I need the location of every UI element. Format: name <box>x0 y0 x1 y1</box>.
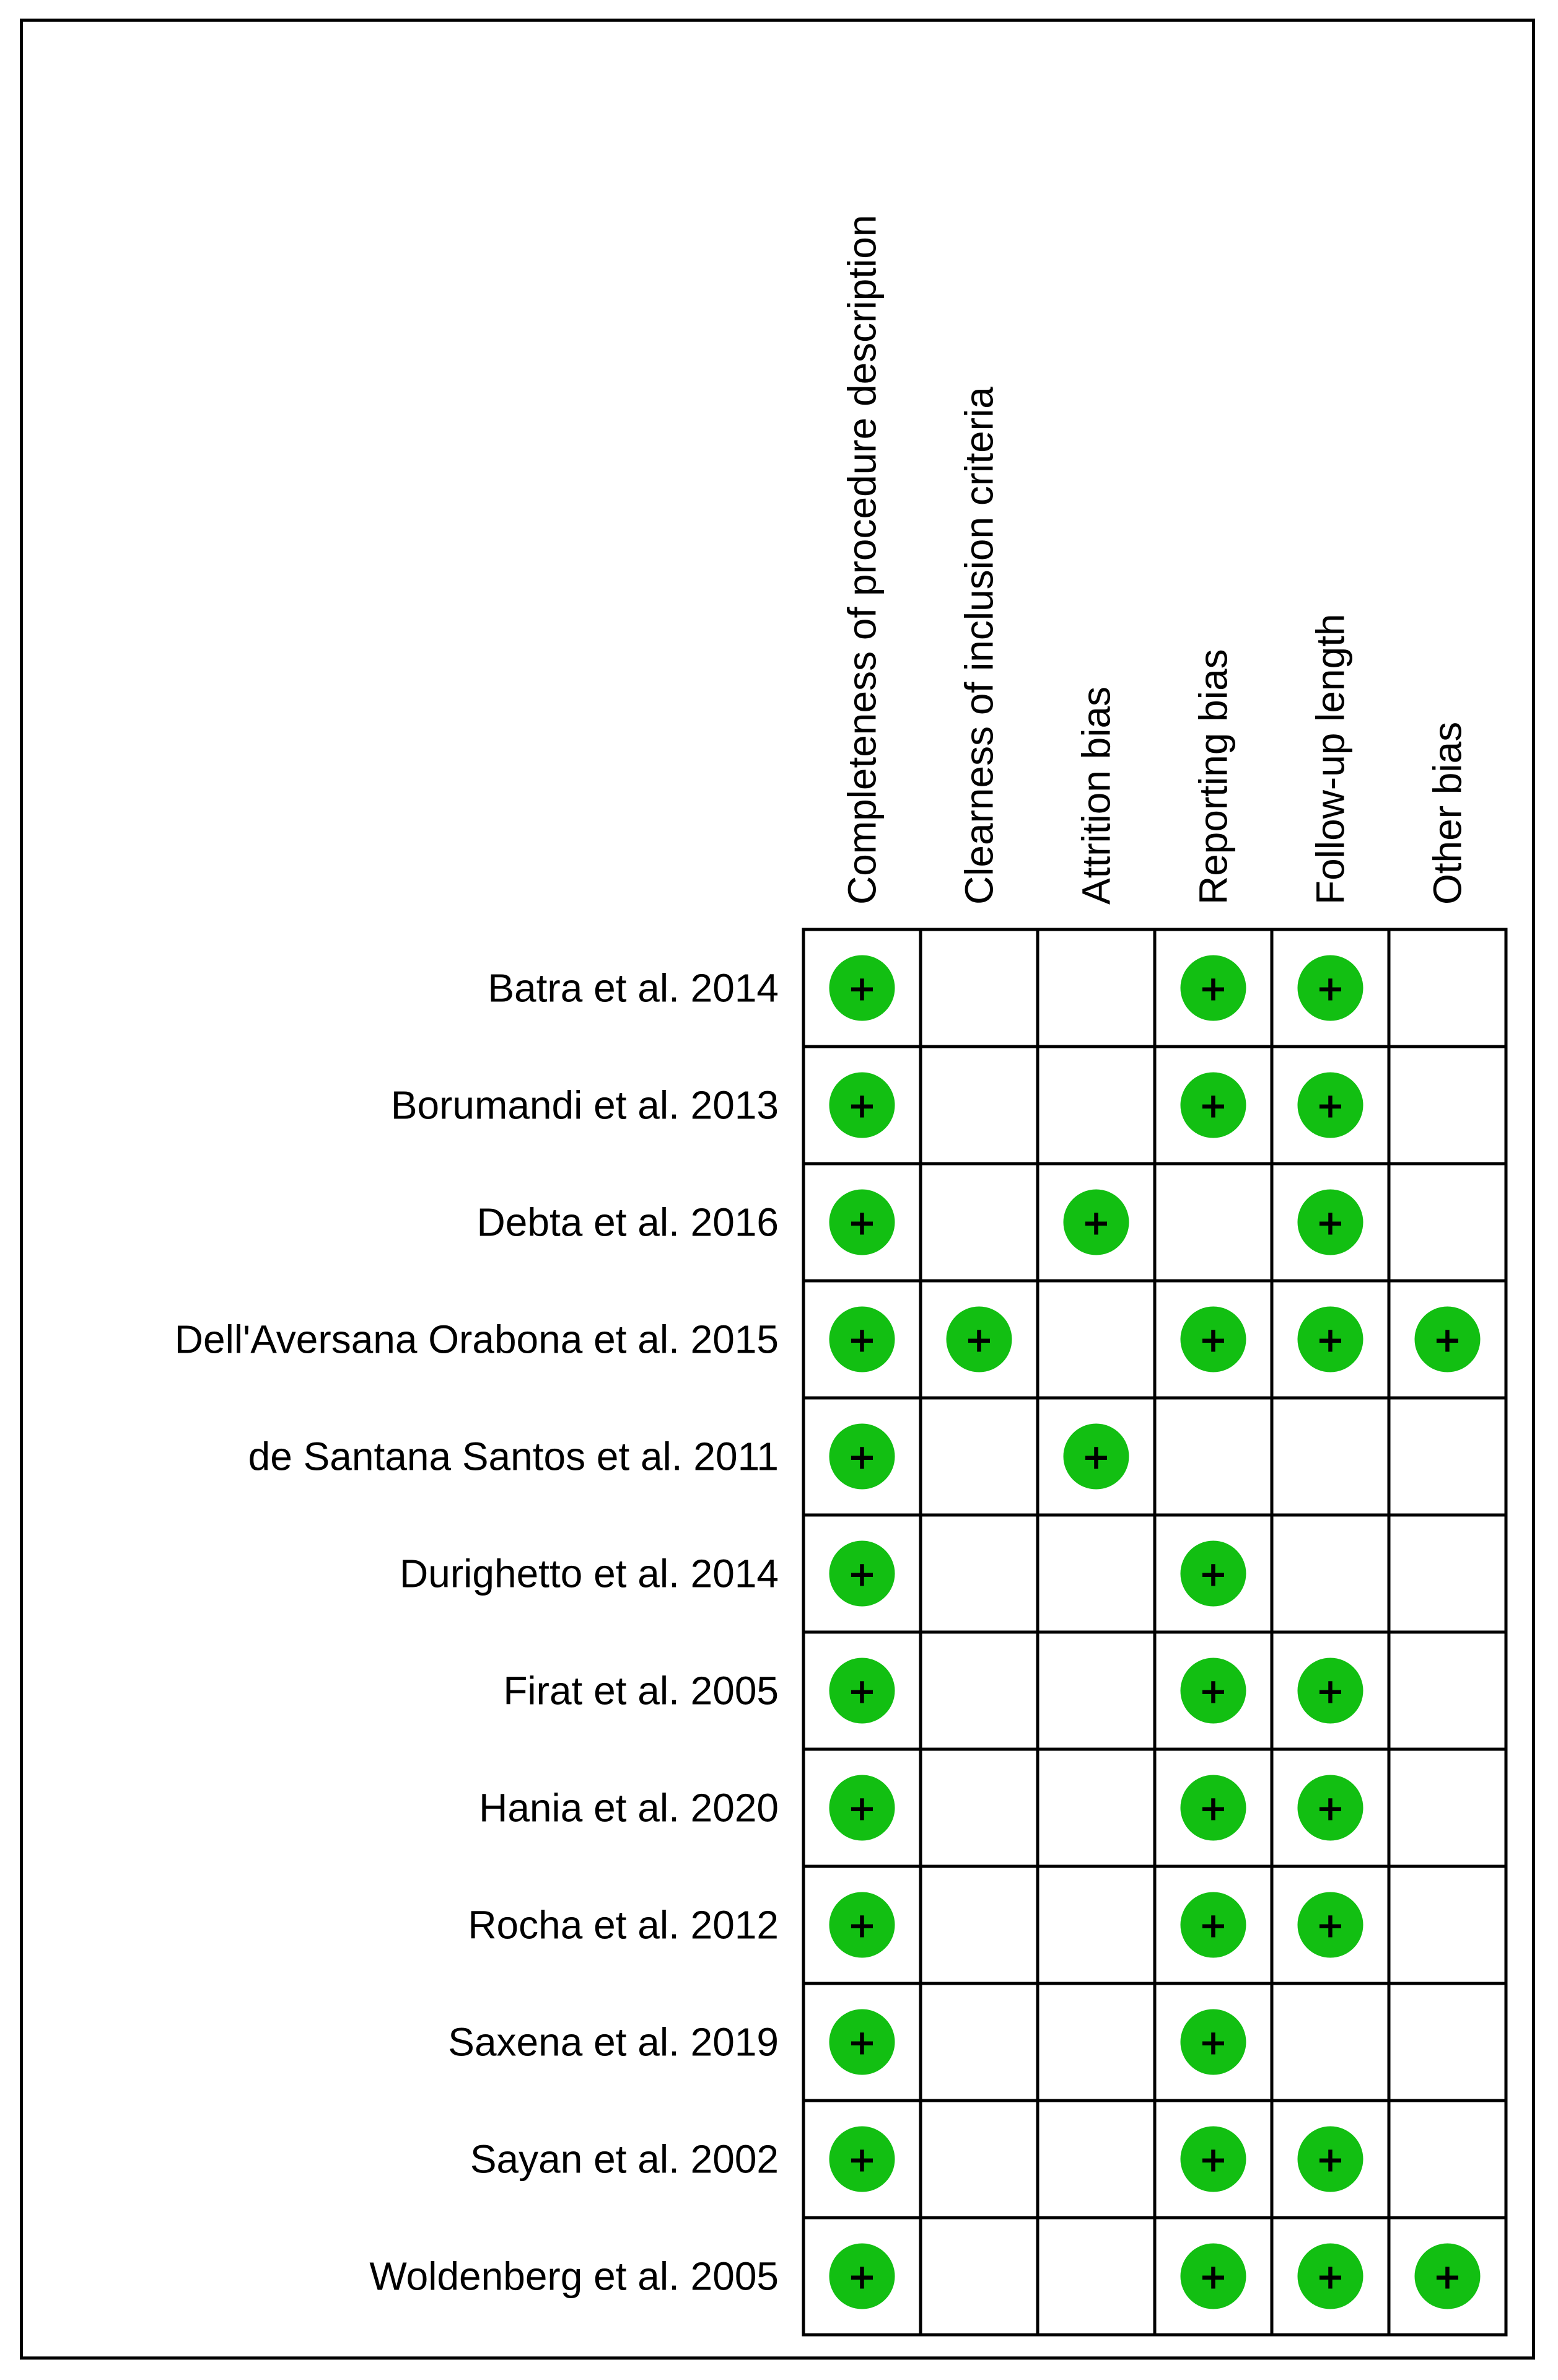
low-risk-mark <box>1297 1189 1363 1255</box>
low-risk-sign: + <box>847 2140 877 2180</box>
low-risk-mark <box>1297 955 1363 1021</box>
low-risk-sign: + <box>847 1203 877 1244</box>
low-risk-sign: + <box>1199 1086 1228 1126</box>
low-risk-sign: + <box>1433 1320 1462 1361</box>
low-risk-sign: + <box>1082 1203 1111 1244</box>
column-label: Reporting bias <box>1191 649 1236 905</box>
low-risk-sign: + <box>1199 1789 1228 1829</box>
low-risk-sign: + <box>1316 1906 1345 1946</box>
low-risk-sign: + <box>1199 1906 1228 1946</box>
low-risk-mark <box>829 1775 895 1841</box>
column-label: Clearness of inclusion criteria <box>957 387 1002 905</box>
low-risk-mark <box>1180 1892 1246 1958</box>
column-label: Completeness of procedure description <box>840 215 885 905</box>
low-risk-mark <box>829 1540 895 1607</box>
row-label: Woldenberg et al. 2005 <box>369 2254 779 2299</box>
row-label: Batra et al. 2014 <box>488 966 779 1011</box>
figure-frame <box>20 19 1535 2360</box>
low-risk-sign: + <box>847 1438 877 1478</box>
low-risk-sign: + <box>965 1320 994 1361</box>
low-risk-mark <box>1297 1658 1363 1724</box>
row-label: Sayan et al. 2002 <box>470 2137 779 2182</box>
row-label: Borumandi et al. 2013 <box>391 1083 779 1128</box>
low-risk-mark <box>1297 1775 1363 1841</box>
low-risk-mark <box>1297 2126 1363 2192</box>
low-risk-sign: + <box>847 1789 877 1829</box>
low-risk-mark <box>829 955 895 1021</box>
row-label: Rocha et al. 2012 <box>468 1903 779 1947</box>
low-risk-sign: + <box>1199 2023 1228 2063</box>
row-label: Hania et al. 2020 <box>479 1786 779 1830</box>
low-risk-sign: + <box>1199 2140 1228 2180</box>
low-risk-mark <box>1180 955 1246 1021</box>
low-risk-mark <box>1180 1775 1246 1841</box>
column-label: Other bias <box>1425 722 1470 905</box>
low-risk-mark <box>1180 1658 1246 1724</box>
low-risk-sign: + <box>847 2023 877 2063</box>
low-risk-sign: + <box>1199 1320 1228 1361</box>
low-risk-sign: + <box>1316 2140 1345 2180</box>
row-label: Saxena et al. 2019 <box>448 2020 779 2065</box>
column-label: Follow-up length <box>1308 613 1353 905</box>
low-risk-sign: + <box>847 1672 877 1712</box>
row-label: de Santana Santos et al. 2011 <box>248 1434 779 1479</box>
low-risk-sign: + <box>847 2257 877 2298</box>
low-risk-mark <box>1297 1892 1363 1958</box>
low-risk-mark <box>1297 2243 1363 2309</box>
low-risk-sign: + <box>1199 969 1228 1009</box>
low-risk-sign: + <box>1199 2257 1228 2298</box>
low-risk-mark <box>829 1306 895 1372</box>
low-risk-mark <box>1180 1540 1246 1607</box>
low-risk-sign: + <box>1316 1672 1345 1712</box>
low-risk-sign: + <box>847 1906 877 1946</box>
low-risk-sign: + <box>1316 2257 1345 2298</box>
low-risk-mark <box>1180 1306 1246 1372</box>
low-risk-mark <box>829 2009 895 2075</box>
row-label: Debta et al. 2016 <box>477 1200 779 1245</box>
low-risk-mark <box>829 1892 895 1958</box>
row-label: Firat et al. 2005 <box>503 1669 779 1713</box>
low-risk-sign: + <box>1433 2257 1462 2298</box>
row-label: Durighetto et al. 2014 <box>400 1552 779 1596</box>
low-risk-mark <box>829 1189 895 1255</box>
low-risk-mark <box>1063 1189 1129 1255</box>
low-risk-mark <box>829 1423 895 1490</box>
low-risk-sign: + <box>1199 1672 1228 1712</box>
row-label: Dell'Aversana Orabona et al. 2015 <box>175 1317 779 1362</box>
low-risk-mark <box>1180 1072 1246 1138</box>
low-risk-mark <box>1063 1423 1129 1490</box>
low-risk-sign: + <box>1316 969 1345 1009</box>
low-risk-mark <box>1180 2009 1246 2075</box>
low-risk-mark <box>829 1072 895 1138</box>
low-risk-sign: + <box>847 1555 877 1595</box>
low-risk-mark <box>1414 1306 1481 1372</box>
low-risk-sign: + <box>847 1086 877 1126</box>
low-risk-sign: + <box>1316 1789 1345 1829</box>
low-risk-sign: + <box>1316 1086 1345 1126</box>
low-risk-sign: + <box>1316 1320 1345 1361</box>
low-risk-sign: + <box>847 1320 877 1361</box>
low-risk-mark <box>829 2243 895 2309</box>
low-risk-mark <box>946 1306 1012 1372</box>
low-risk-sign: + <box>847 969 877 1009</box>
low-risk-mark <box>1297 1072 1363 1138</box>
low-risk-mark <box>829 1658 895 1724</box>
low-risk-sign: + <box>1199 1555 1228 1595</box>
low-risk-mark <box>1180 2243 1246 2309</box>
low-risk-mark <box>1414 2243 1481 2309</box>
column-label: Attrition bias <box>1074 687 1119 905</box>
low-risk-sign: + <box>1316 1203 1345 1244</box>
low-risk-mark <box>1297 1306 1363 1372</box>
low-risk-mark <box>829 2126 895 2192</box>
low-risk-sign: + <box>1082 1438 1111 1478</box>
low-risk-mark <box>1180 2126 1246 2192</box>
